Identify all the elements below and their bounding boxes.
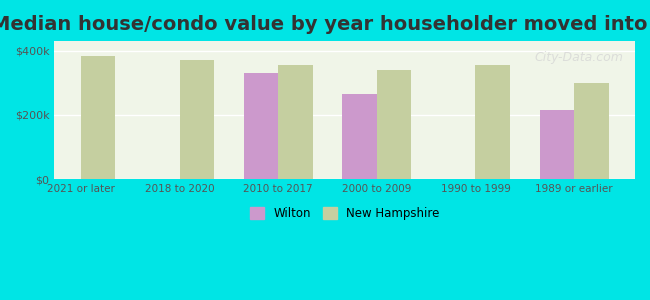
Bar: [179, 60, 214, 179]
Text: City-Data.com: City-Data.com: [534, 51, 623, 64]
Bar: [574, 83, 608, 179]
Bar: [377, 70, 411, 179]
Bar: [343, 94, 377, 179]
Bar: [475, 65, 510, 179]
Title: Median house/condo value by year householder moved into unit: Median house/condo value by year househo…: [0, 15, 650, 34]
Legend: Wilton, New Hampshire: Wilton, New Hampshire: [244, 201, 446, 226]
Bar: [540, 110, 574, 179]
Bar: [278, 65, 313, 179]
Bar: [81, 56, 116, 179]
Bar: [244, 73, 278, 179]
